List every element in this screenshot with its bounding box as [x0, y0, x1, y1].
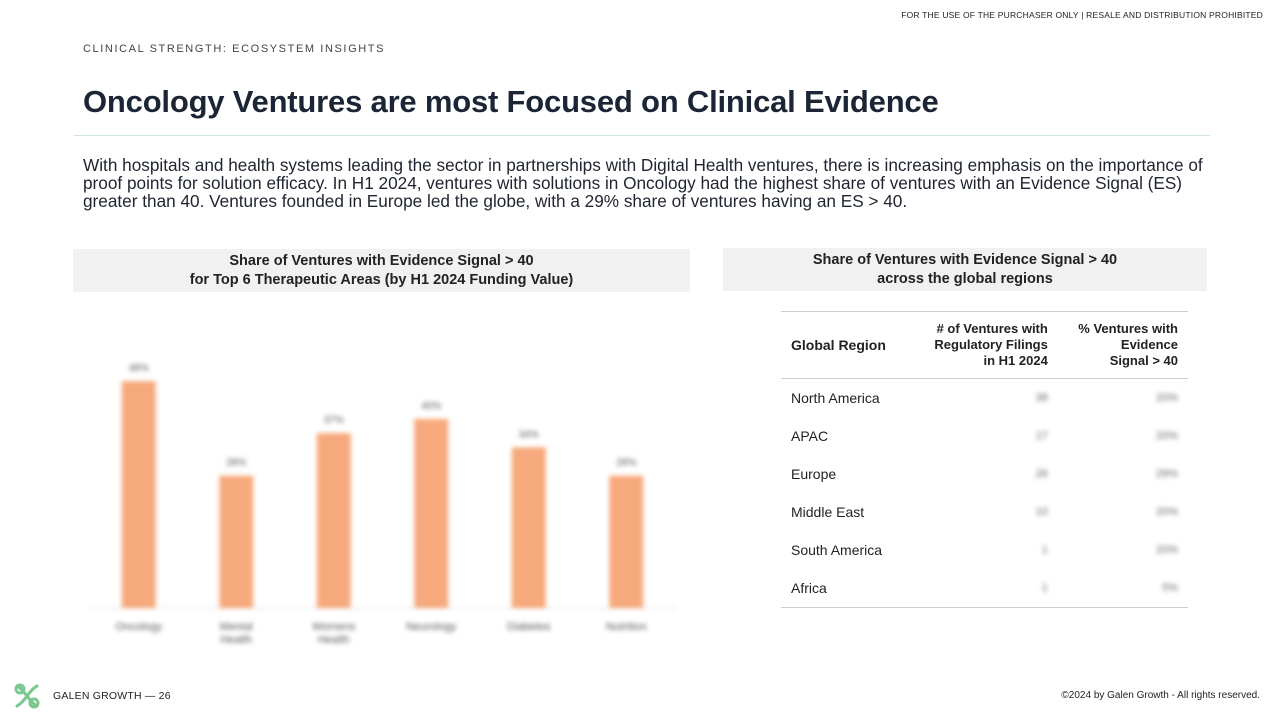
- bar-chart-svg: 48%Oncology28%MentalHealth37%WomensHealt…: [90, 363, 675, 646]
- bar-oncology: [121, 381, 156, 608]
- region-table-title-line2: across the global regions: [877, 270, 1053, 287]
- region-count: 26: [1035, 468, 1048, 480]
- region-table-header-row: Global Region # of Ventures with Regulat…: [781, 311, 1188, 379]
- section-eyebrow: CLINICAL STRENGTH: ECOSYSTEM INSIGHTS: [83, 43, 386, 55]
- region-pct: 20%: [1155, 506, 1178, 518]
- page-title: Oncology Ventures are most Focused on Cl…: [83, 84, 939, 119]
- column-header-region: Global Region: [781, 311, 912, 379]
- data-label: 28%: [226, 458, 246, 469]
- category-tick-label: Health: [220, 634, 252, 646]
- usage-notice: FOR THE USE OF THE PURCHASER ONLY | RESA…: [901, 10, 1263, 20]
- galen-growth-logo-icon: [14, 683, 40, 709]
- intro-paragraph: With hospitals and health systems leadin…: [83, 155, 1203, 211]
- bar-nutrition: [609, 475, 644, 608]
- region-name: APAC: [791, 428, 829, 444]
- column-header-pct: % Ventures with Evidence Signal > 40: [1057, 311, 1188, 379]
- data-label: 48%: [129, 363, 149, 374]
- bar-neurology: [414, 418, 449, 608]
- title-divider: [74, 135, 1210, 136]
- data-label: 37%: [324, 415, 344, 426]
- region-name: Middle East: [791, 504, 865, 520]
- table-row: South America 1 20%: [781, 531, 1188, 569]
- region-name: South America: [791, 542, 883, 558]
- category-tick-label: Neurology: [406, 621, 457, 633]
- bar-chart-header: Share of Ventures with Evidence Signal >…: [73, 249, 690, 292]
- bar-womens-health: [316, 433, 351, 608]
- region-count: 38: [1035, 392, 1048, 404]
- table-row: Africa 1 5%: [781, 569, 1188, 608]
- region-pct: 20%: [1155, 430, 1178, 442]
- region-table: Global Region # of Ventures with Regulat…: [781, 311, 1188, 608]
- column-header-count: # of Ventures with Regulatory Filings in…: [911, 311, 1058, 379]
- table-row: North America 38 20%: [781, 379, 1188, 418]
- data-label: 40%: [421, 401, 441, 412]
- region-name: Europe: [791, 466, 837, 482]
- bar-mental-health: [219, 475, 254, 608]
- region-pct: 20%: [1155, 544, 1178, 556]
- category-tick-label: Mental: [220, 621, 253, 633]
- bar-chart-title-line2: for Top 6 Therapeutic Areas (by H1 2024 …: [189, 271, 574, 288]
- region-name: Africa: [781, 569, 912, 608]
- footer-copyright: ©2024 by Galen Growth - All rights reser…: [1061, 690, 1260, 701]
- region-count: 10: [1035, 506, 1048, 518]
- data-label: 34%: [519, 429, 539, 440]
- footer-brand-page: GALEN GROWTH — 26: [53, 690, 171, 702]
- bar-chart: 48% Oncology 28% Mental Health 37% Womens Healt…: [85, 330, 685, 660]
- table-row: APAC 17 20%: [781, 417, 1188, 455]
- table-row: Middle East 10 20%: [781, 493, 1188, 531]
- bar-chart-title-line1: Share of Ventures with Evidence Signal >…: [229, 252, 534, 269]
- region-pct: 20%: [1155, 392, 1178, 404]
- region-table-title-line1: Share of Ventures with Evidence Signal >…: [812, 251, 1118, 268]
- category-tick-label: Oncology: [116, 621, 163, 633]
- category-tick-label: Diabetes: [507, 621, 551, 633]
- data-label: 28%: [616, 458, 636, 469]
- bar-diabetes: [511, 447, 546, 608]
- category-tick-label: Womens: [312, 621, 356, 633]
- region-pct: 5%: [1057, 569, 1188, 608]
- region-count: 17: [1035, 430, 1048, 442]
- region-table-header: Share of Ventures with Evidence Signal >…: [723, 248, 1207, 291]
- region-count: 1: [1041, 544, 1048, 556]
- region-name: North America: [791, 390, 880, 406]
- category-tick-label: Nutrition: [606, 621, 647, 633]
- category-tick-label: Health: [318, 634, 350, 646]
- table-row: Europe 26 29%: [781, 455, 1188, 493]
- region-pct: 29%: [1155, 468, 1178, 480]
- region-count: 1: [911, 569, 1058, 608]
